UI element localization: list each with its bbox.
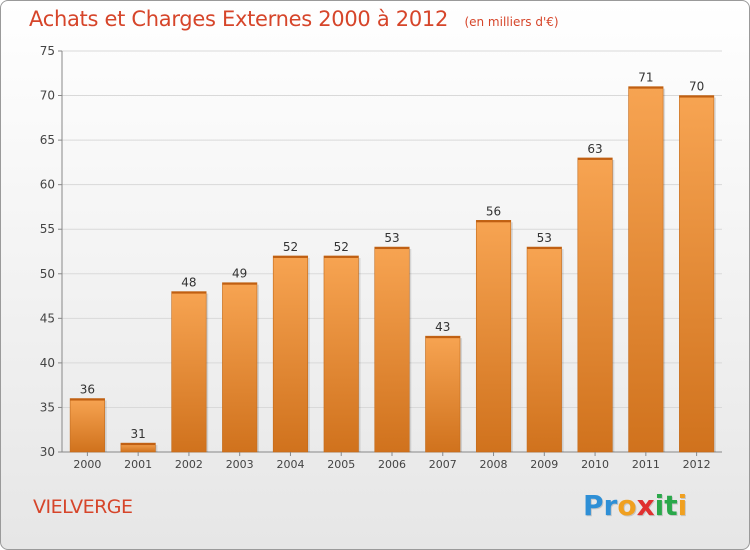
bar-top-edge-2006 [374,247,410,250]
bar-top-edge-2008 [476,220,511,223]
x-tick-label-2001: 2001 [124,458,152,471]
bar-top-edge-2003 [222,282,257,285]
bar-2002 [171,291,207,453]
chart-title-text: Achats et Charges Externes 2000 à 2012 [29,7,449,31]
x-tick-label-2007: 2007 [429,458,457,471]
data-label-2002: 48 [181,276,196,290]
bar-top-edge-2002 [171,291,207,294]
x-tick-label-2000: 2000 [73,458,101,471]
bar-top-edge-2001 [120,443,156,446]
y-tick-label-75: 75 [40,44,55,58]
x-tick-label-2002: 2002 [175,458,203,471]
data-label-2006: 53 [384,231,399,245]
bar-2009 [526,246,562,453]
logo-letter: o [617,489,637,522]
commune-name: VIELVERGE [33,496,133,518]
bar-2005 [323,255,359,453]
x-tick-label-2003: 2003 [226,458,254,471]
logo-letter: t [664,489,678,522]
data-label-2010: 63 [587,142,602,156]
logo-letter: x [636,489,655,522]
bar-2004 [272,255,309,453]
y-tick-label-70: 70 [40,89,55,103]
bar-top-edge-2005 [323,255,359,258]
bar-top-edge-2000 [70,398,105,401]
x-tick-label-2004: 2004 [276,458,304,471]
proxiti-logo: Proxiti [583,489,687,522]
x-tick-label-2005: 2005 [327,458,355,471]
bar-2003 [222,282,258,453]
data-label-2009: 53 [537,231,552,245]
x-tick-label-2011: 2011 [632,458,660,471]
bar-top-edge-2012 [679,95,714,98]
data-label-2011: 71 [638,71,653,85]
data-label-2012: 70 [689,80,704,94]
bar-top-edge-2007 [425,336,461,339]
x-tick-label-2012: 2012 [683,458,711,471]
chart-subtitle: (en milliers d'€) [464,15,559,29]
chart-title: Achats et Charges Externes 2000 à 2012 (… [29,7,559,31]
y-tick-label-30: 30 [40,445,55,459]
bar-2011 [628,86,664,453]
logo-letter: i [677,489,688,522]
x-tick-label-2006: 2006 [378,458,406,471]
bar-2012 [679,95,715,453]
logo-letter: P [583,489,604,522]
bar-2006 [374,246,410,453]
data-label-2003: 49 [232,267,247,281]
x-tick-label-2008: 2008 [480,458,508,471]
bar-2000 [69,398,105,453]
bar-top-edge-2009 [527,247,562,250]
bar-2010 [577,157,613,453]
y-tick-label-40: 40 [40,356,55,370]
bar-top-edge-2011 [628,86,664,89]
bar-2007 [425,335,461,453]
data-label-2007: 43 [435,320,450,334]
y-tick-label-45: 45 [40,311,55,325]
y-tick-label-60: 60 [40,178,55,192]
y-tick-label-50: 50 [40,267,55,281]
data-label-2005: 52 [334,240,349,254]
logo-letter: r [603,489,618,522]
y-tick-label-55: 55 [40,222,55,236]
data-label-2001: 31 [131,427,146,441]
logo-letter: i [654,489,665,522]
bar-2008 [475,220,512,453]
y-tick-label-35: 35 [40,400,55,414]
bar-top-edge-2010 [577,157,613,160]
data-label-2000: 36 [80,383,95,397]
x-tick-label-2010: 2010 [581,458,609,471]
bar-top-edge-2004 [273,255,308,258]
y-tick-label-65: 65 [40,133,55,147]
data-label-2004: 52 [283,240,298,254]
data-label-2008: 56 [486,204,501,218]
x-tick-label-2009: 2009 [530,458,558,471]
